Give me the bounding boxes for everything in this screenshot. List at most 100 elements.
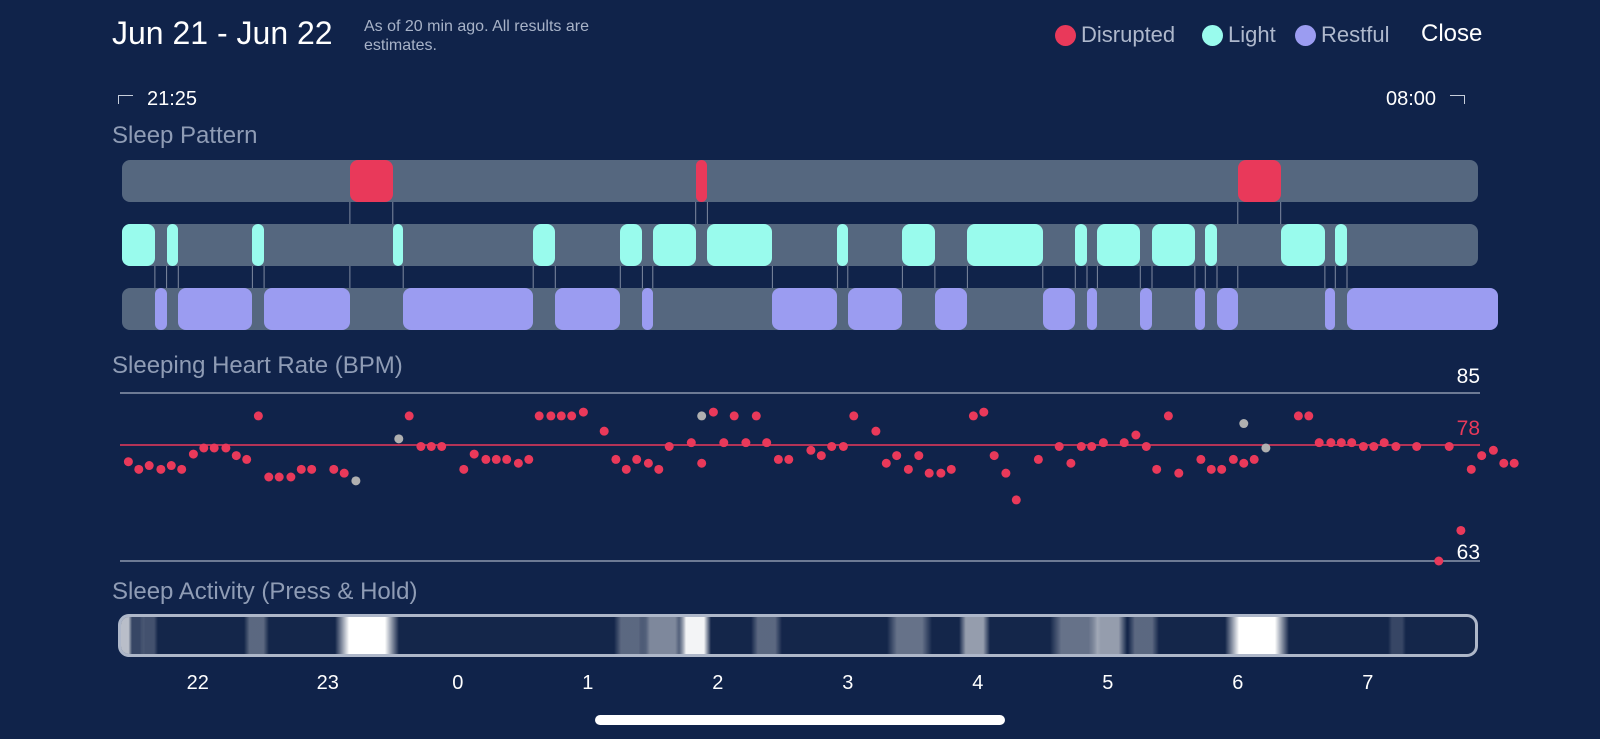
activity-band <box>958 617 991 654</box>
heart-rate-point <box>1196 454 1206 464</box>
segment-restful <box>1346 288 1498 330</box>
axis-tick-label: 0 <box>452 672 464 694</box>
segment-restful <box>642 288 653 330</box>
legend-restful-label: Restful <box>1321 22 1390 47</box>
heart-rate-point <box>871 426 881 436</box>
heart-rate-point <box>307 464 317 474</box>
legend-disrupted: Disrupted <box>1055 22 1175 48</box>
heart-rate-point <box>1488 445 1498 455</box>
light-track <box>122 224 1478 266</box>
heart-rate-point <box>1054 441 1064 451</box>
heart-rate-point <box>611 454 621 464</box>
axis-tick-label: 1 <box>582 672 594 694</box>
heart-rate-point <box>274 472 284 482</box>
heart-rate-point <box>351 476 361 486</box>
heart-rate-point <box>719 438 729 448</box>
activity-band <box>679 617 711 654</box>
heart-rate-point <box>1336 438 1346 448</box>
segment-light <box>533 224 556 266</box>
segment-disrupted <box>695 160 708 202</box>
segment-restful <box>847 288 903 330</box>
heart-rate-point <box>534 411 544 421</box>
heart-rate-point <box>989 451 999 461</box>
segment-restful <box>1042 288 1076 330</box>
activity-band <box>640 617 685 654</box>
segment-light <box>1280 224 1325 266</box>
segment-light <box>166 224 179 266</box>
segment-light <box>620 224 643 266</box>
heart-rate-point <box>1444 441 1454 451</box>
heart-rate-point <box>286 472 296 482</box>
heart-rate-point <box>1249 454 1259 464</box>
segment-light <box>122 224 155 266</box>
heart-rate-point <box>264 472 274 482</box>
heart-rate-point <box>1141 441 1151 451</box>
heart-rate-point <box>697 411 707 421</box>
segment-restful <box>154 288 167 330</box>
activity-band <box>126 617 146 654</box>
heart-rate-point <box>469 449 479 459</box>
heart-rate-point <box>329 464 339 474</box>
heart-rate-point <box>524 454 534 464</box>
end-time: 08:00 <box>1386 88 1466 111</box>
axis-tick-label: 22 <box>186 672 209 694</box>
heart-rate-point <box>643 458 653 468</box>
heart-rate-point <box>762 438 772 448</box>
heart-rate-point <box>1261 443 1271 453</box>
legend-restful: Restful <box>1295 22 1389 48</box>
heart-rate-point <box>437 441 447 451</box>
heart-rate-point <box>979 407 989 417</box>
heart-rate-point <box>416 441 426 451</box>
end-bracket-icon <box>1450 95 1466 105</box>
segment-light <box>707 224 773 266</box>
home-indicator[interactable] <box>595 715 1005 725</box>
axis-tick-label: 2 <box>712 672 724 694</box>
heart-rate-point <box>123 457 133 467</box>
segment-light <box>252 224 265 266</box>
hr-avg-label: 78 <box>1457 417 1480 440</box>
heart-rate-point <box>741 438 751 448</box>
heart-rate-point <box>242 454 252 464</box>
segment-restful <box>1086 288 1098 330</box>
hr-max-label: 85 <box>1457 365 1480 388</box>
heart-rate-point <box>968 411 978 421</box>
heart-rate-point <box>567 411 577 421</box>
activity-band <box>1127 617 1160 654</box>
start-bracket-icon <box>118 95 133 105</box>
axis-tick-label: 23 <box>316 672 339 694</box>
segment-light <box>1205 224 1217 266</box>
heart-rate-point <box>394 434 404 444</box>
heart-rate-point <box>1174 468 1184 478</box>
start-time-label: 21:25 <box>147 88 198 110</box>
heart-rate-point <box>546 411 556 421</box>
heart-rate-point <box>1228 454 1238 464</box>
close-button[interactable]: Close <box>1421 20 1483 47</box>
heart-rate-point <box>816 451 826 461</box>
heart-rate-point <box>1304 411 1314 421</box>
activity-band <box>887 617 932 654</box>
heart-rate-point <box>827 441 837 451</box>
heart-rate-point <box>177 464 187 474</box>
heart-rate-point <box>1163 411 1173 421</box>
heart-rate-point <box>1076 441 1086 451</box>
heart-rate-point <box>404 411 414 421</box>
heart-rate-point <box>806 445 816 455</box>
heart-rate-point <box>1379 438 1389 448</box>
segment-restful <box>555 288 621 330</box>
heart-rate-point <box>936 468 946 478</box>
heart-rate-point <box>188 449 198 459</box>
heart-rate-point <box>1239 458 1249 468</box>
axis-tick-label: 4 <box>972 672 984 694</box>
sleep-activity-bar[interactable] <box>118 614 1478 657</box>
heart-rate-point <box>1466 464 1476 474</box>
activity-band <box>1387 617 1407 654</box>
restful-track <box>122 288 1498 330</box>
activity-band <box>1225 617 1290 654</box>
segment-light <box>1097 224 1141 266</box>
heart-rate-point <box>1434 556 1444 566</box>
heart-rate-point <box>578 407 588 417</box>
segment-disrupted <box>1237 160 1281 202</box>
heart-rate-point <box>1152 464 1162 474</box>
page-title: Jun 21 - Jun 22 <box>112 15 333 51</box>
